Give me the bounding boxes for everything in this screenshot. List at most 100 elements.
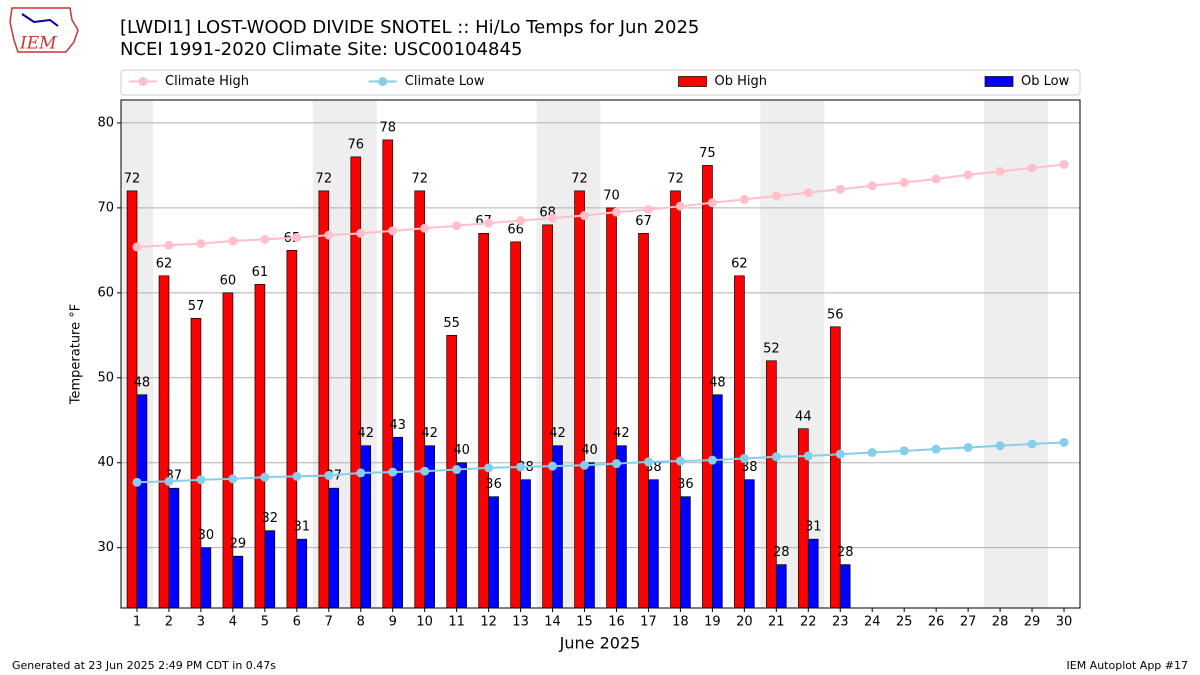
bar xyxy=(680,496,691,609)
legend-swatch xyxy=(378,77,388,86)
data-label: 67 xyxy=(635,214,652,229)
line-marker xyxy=(803,188,813,198)
bar xyxy=(286,250,298,609)
bar xyxy=(542,224,553,609)
bar xyxy=(254,283,266,609)
line-marker xyxy=(867,181,877,191)
line-marker xyxy=(324,470,334,480)
x-tick-label: 8 xyxy=(357,615,365,630)
bar xyxy=(350,156,362,609)
bar xyxy=(136,394,148,609)
line-marker xyxy=(356,228,366,238)
logo: IEM xyxy=(9,7,79,54)
x-tick-label: 9 xyxy=(389,615,397,630)
line-marker xyxy=(452,465,462,475)
data-label: 36 xyxy=(677,477,694,492)
line-marker xyxy=(899,446,909,456)
data-label: 48 xyxy=(134,375,151,390)
y-tick-label: 70 xyxy=(97,200,114,215)
line-marker xyxy=(963,442,973,452)
line-marker xyxy=(388,467,398,477)
data-label: 36 xyxy=(485,477,502,492)
data-label: 60 xyxy=(220,273,237,288)
x-tick-label: 17 xyxy=(640,615,657,630)
data-label: 28 xyxy=(837,545,854,560)
x-tick-label: 10 xyxy=(416,615,433,630)
legend-item: Ob High xyxy=(678,74,767,89)
x-tick-label: 20 xyxy=(736,615,753,630)
bar xyxy=(126,190,138,609)
line-marker xyxy=(771,191,781,201)
data-label: 56 xyxy=(827,307,844,322)
legend-label: Climate High xyxy=(165,74,249,89)
line-marker xyxy=(867,448,877,458)
line-marker xyxy=(1027,439,1037,449)
bar xyxy=(488,496,499,609)
bar xyxy=(606,207,617,609)
x-tick-label: 6 xyxy=(293,615,301,630)
data-label: 78 xyxy=(379,120,396,135)
line-marker xyxy=(580,460,590,470)
line-marker xyxy=(292,233,302,243)
line-marker xyxy=(196,475,206,485)
line-marker xyxy=(228,236,238,246)
line-marker xyxy=(132,242,142,252)
line xyxy=(136,441,1065,484)
bar xyxy=(296,538,308,609)
bar xyxy=(712,394,723,609)
line-marker xyxy=(739,453,749,463)
bar xyxy=(456,462,467,609)
line-marker xyxy=(931,174,941,184)
legend-box xyxy=(120,69,1081,96)
bar xyxy=(328,487,340,609)
line-marker xyxy=(803,451,813,461)
y-tick-label: 30 xyxy=(97,540,114,555)
data-label: 75 xyxy=(699,146,716,161)
legend-label: Climate Low xyxy=(405,74,485,89)
line-marker xyxy=(356,468,366,478)
data-label: 62 xyxy=(731,256,748,271)
bar xyxy=(392,436,403,609)
weekend-shading xyxy=(984,100,1017,608)
bar xyxy=(743,479,755,609)
data-label: 55 xyxy=(443,316,460,331)
line-marker xyxy=(548,213,558,223)
line-marker xyxy=(963,170,973,180)
bar xyxy=(382,139,394,609)
line-marker xyxy=(1059,160,1069,170)
line-marker xyxy=(292,471,302,481)
bar xyxy=(734,275,745,609)
x-tick-label: 5 xyxy=(261,615,269,630)
footer-right: IEM Autoplot App #17 xyxy=(1067,659,1189,672)
data-label: 76 xyxy=(348,137,365,152)
data-label: 28 xyxy=(773,545,790,560)
line-marker xyxy=(420,466,430,476)
x-tick-label: 18 xyxy=(672,615,689,630)
line-marker xyxy=(675,456,685,466)
bar xyxy=(158,275,170,609)
legend-swatch xyxy=(984,76,1014,87)
line-marker xyxy=(1059,437,1069,447)
x-tick-label: 25 xyxy=(896,615,913,630)
x-tick-label: 14 xyxy=(544,615,561,630)
line-marker xyxy=(196,239,206,249)
legend-item: Climate High xyxy=(129,74,249,89)
bar xyxy=(520,479,531,609)
x-tick-label: 7 xyxy=(325,615,333,630)
line-marker xyxy=(1027,163,1037,173)
line-marker xyxy=(420,223,430,233)
bar xyxy=(574,190,585,609)
line-marker xyxy=(548,461,558,471)
bar xyxy=(616,445,627,609)
data-label: 40 xyxy=(581,443,598,458)
x-tick-label: 15 xyxy=(576,615,593,630)
x-tick-label: 23 xyxy=(832,615,849,630)
line-marker xyxy=(707,198,717,208)
x-tick-label: 29 xyxy=(1024,615,1041,630)
bar xyxy=(414,190,426,609)
data-label: 42 xyxy=(549,426,566,441)
data-label: 38 xyxy=(741,460,758,475)
y-tick-label: 80 xyxy=(97,115,114,130)
legend-item: Climate Low xyxy=(368,74,485,89)
